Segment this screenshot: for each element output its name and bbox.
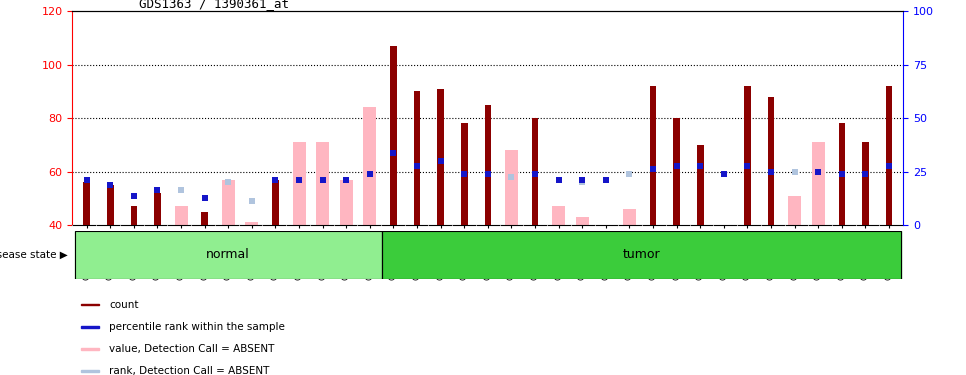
Bar [531,118,538,225]
Bar [175,206,187,225]
Bar [130,206,137,225]
Text: tumor: tumor [622,249,660,261]
Bar [576,217,588,225]
Text: rank, Detection Call = ABSENT: rank, Detection Call = ABSENT [109,366,270,375]
Bar [74,231,382,279]
Bar [201,211,208,225]
Bar [316,142,329,225]
Bar [293,142,305,225]
Bar [107,185,114,225]
Bar [438,89,444,225]
Bar [553,206,565,225]
Bar [623,209,636,225]
Bar [390,46,397,225]
Bar [272,180,279,225]
Text: value, Detection Call = ABSENT: value, Detection Call = ABSENT [109,344,274,354]
Text: normal: normal [207,249,250,261]
Bar [363,107,377,225]
Bar [696,145,703,225]
Bar [650,86,656,225]
Bar [673,118,680,225]
Text: disease state ▶: disease state ▶ [0,250,68,260]
Bar [461,123,468,225]
Bar [811,142,825,225]
Bar [382,231,901,279]
Bar [222,180,235,225]
Bar [81,370,99,372]
Bar [838,123,845,225]
Bar [886,86,893,225]
Bar [788,196,801,225]
Bar [413,92,420,225]
Bar [505,150,518,225]
Bar [245,222,258,225]
Text: count: count [109,300,138,309]
Bar [768,97,775,225]
Bar [744,86,751,225]
Bar [862,142,868,225]
Text: percentile rank within the sample: percentile rank within the sample [109,321,285,332]
Bar [83,182,90,225]
Text: GDS1363 / 1390361_at: GDS1363 / 1390361_at [139,0,289,10]
Bar [81,348,99,350]
Bar [155,193,160,225]
Bar [382,231,901,279]
Bar [485,105,491,225]
Bar [81,303,99,306]
Bar [340,180,353,225]
Bar [81,326,99,327]
Bar [74,231,382,279]
